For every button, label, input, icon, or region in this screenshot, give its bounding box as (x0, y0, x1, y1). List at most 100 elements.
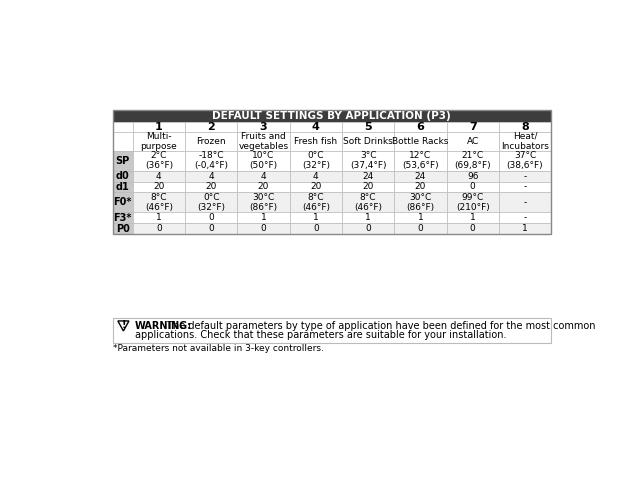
Bar (185, 151, 237, 171)
Bar (113, 223, 132, 234)
Text: 7: 7 (469, 122, 477, 132)
Text: -: - (524, 198, 527, 207)
Bar (185, 223, 237, 234)
Bar (447, 132, 499, 151)
Text: 96: 96 (467, 172, 479, 180)
Bar (342, 181, 394, 192)
Bar (185, 181, 237, 192)
Bar (185, 192, 237, 212)
Bar (447, 151, 499, 171)
Text: 37°C
(38,6°F): 37°C (38,6°F) (507, 151, 543, 170)
Bar (447, 212, 499, 223)
Text: SP: SP (115, 156, 130, 166)
Text: 6: 6 (417, 122, 424, 132)
Bar (290, 212, 342, 223)
Text: 8°C
(46°F): 8°C (46°F) (354, 192, 382, 212)
Text: F3*: F3* (113, 213, 132, 223)
Bar (132, 181, 185, 192)
Text: 3°C
(37,4°F): 3°C (37,4°F) (350, 151, 387, 170)
Text: d0: d0 (116, 171, 129, 181)
Bar (290, 122, 342, 132)
Text: 1: 1 (156, 213, 162, 222)
Text: 20: 20 (258, 182, 269, 192)
Bar (113, 110, 551, 234)
Polygon shape (118, 321, 129, 331)
Text: 0: 0 (208, 213, 214, 222)
Bar (394, 181, 447, 192)
Text: Fresh fish: Fresh fish (294, 137, 337, 146)
Text: Bottle Racks: Bottle Racks (392, 137, 449, 146)
Bar (394, 223, 447, 234)
Bar (394, 212, 447, 223)
Bar (237, 171, 290, 181)
Bar (447, 122, 499, 132)
Text: The default parameters by type of application have been defined for the most com: The default parameters by type of applic… (164, 321, 595, 331)
Bar (447, 192, 499, 212)
Text: 99°C
(210°F): 99°C (210°F) (456, 192, 490, 212)
Bar (237, 122, 290, 132)
Bar (132, 151, 185, 171)
Bar (394, 171, 447, 181)
Bar (132, 223, 185, 234)
Text: 21°C
(69,8°F): 21°C (69,8°F) (454, 151, 491, 170)
Text: Heat/
Incubators: Heat/ Incubators (501, 132, 549, 151)
Text: Soft Drinks: Soft Drinks (343, 137, 393, 146)
Bar (237, 223, 290, 234)
Bar (394, 192, 447, 212)
Text: 20: 20 (362, 182, 374, 192)
Text: P0: P0 (116, 224, 129, 234)
Bar (342, 192, 394, 212)
Text: 30°C
(86°F): 30°C (86°F) (250, 192, 278, 212)
Bar (342, 171, 394, 181)
Text: 1: 1 (417, 213, 423, 222)
Bar (499, 212, 551, 223)
Text: 1: 1 (155, 122, 163, 132)
Bar (447, 223, 499, 234)
Bar (113, 181, 132, 192)
Text: 24: 24 (362, 172, 374, 180)
Text: WARNING:: WARNING: (135, 321, 192, 331)
Bar (113, 122, 132, 132)
Bar (342, 122, 394, 132)
Bar (113, 212, 132, 223)
Bar (237, 151, 290, 171)
Bar (499, 181, 551, 192)
Bar (290, 132, 342, 151)
Text: 0°C
(32°F): 0°C (32°F) (302, 151, 330, 170)
Text: 20: 20 (310, 182, 321, 192)
Text: -18°C
(-0,4°F): -18°C (-0,4°F) (194, 151, 228, 170)
Bar (290, 192, 342, 212)
Text: 4: 4 (156, 172, 162, 180)
Text: 0: 0 (313, 224, 319, 233)
Text: d1: d1 (116, 182, 129, 192)
Bar (499, 192, 551, 212)
Bar (132, 192, 185, 212)
Bar (113, 171, 132, 181)
Bar (342, 212, 394, 223)
Text: 0: 0 (470, 182, 476, 192)
Text: 0: 0 (470, 224, 476, 233)
Text: 4: 4 (209, 172, 214, 180)
Text: applications. Check that these parameters are suitable for your installation.: applications. Check that these parameter… (135, 330, 506, 340)
Text: -: - (524, 213, 527, 222)
Bar (499, 132, 551, 151)
Text: 2°C
(36°F): 2°C (36°F) (145, 151, 173, 170)
Bar (290, 181, 342, 192)
Text: !: ! (121, 321, 125, 330)
Text: 10°C
(50°F): 10°C (50°F) (250, 151, 278, 170)
Text: 0: 0 (208, 224, 214, 233)
Text: DEFAULT SETTINGS BY APPLICATION (P3): DEFAULT SETTINGS BY APPLICATION (P3) (212, 111, 451, 121)
Text: Fruits and
vegetables: Fruits and vegetables (239, 132, 289, 151)
Text: Multi-
purpose: Multi- purpose (141, 132, 177, 151)
Bar (447, 171, 499, 181)
Bar (447, 181, 499, 192)
Bar (394, 151, 447, 171)
Text: 8°C
(46°F): 8°C (46°F) (145, 192, 173, 212)
Bar (342, 151, 394, 171)
Text: 24: 24 (415, 172, 426, 180)
Text: 5: 5 (364, 122, 372, 132)
Text: 0: 0 (260, 224, 266, 233)
Bar (237, 212, 290, 223)
Text: 30°C
(86°F): 30°C (86°F) (406, 192, 435, 212)
Bar (113, 132, 132, 151)
